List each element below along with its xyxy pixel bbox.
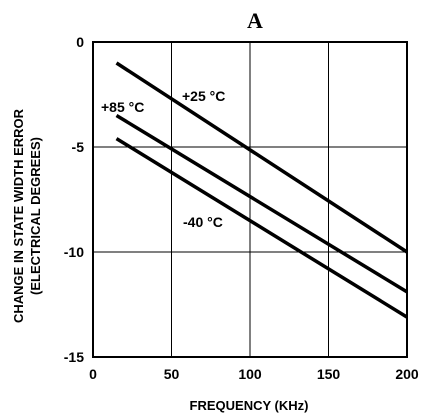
x-tick-labels: 0 50 100 150 200	[89, 366, 419, 382]
x-tick-label: 50	[164, 366, 180, 382]
series-lines	[115, 61, 408, 319]
series-line-1	[115, 114, 408, 294]
chart-title: A	[247, 8, 263, 33]
grid	[93, 42, 407, 357]
series-label-plus25: +25 °C	[182, 88, 225, 104]
series-label-plus85: +85 °C	[101, 99, 144, 115]
x-axis-label: FREQUENCY (KHz)	[190, 398, 309, 413]
y-tick-label: -10	[64, 244, 84, 260]
y-tick-label: 0	[76, 34, 84, 50]
x-tick-label: 100	[238, 366, 262, 382]
y-axis-label-line1: CHANGE IN STATE WIDTH ERROR	[11, 108, 26, 323]
x-tick-label: 200	[395, 366, 419, 382]
x-tick-label: 0	[89, 366, 97, 382]
y-tick-label: -5	[72, 139, 85, 155]
series-line-0	[115, 61, 408, 254]
series-label-minus40: -40 °C	[183, 214, 223, 230]
y-tick-label: -15	[64, 349, 84, 365]
y-axis-label-line2: (ELECTRICAL DEGREES)	[28, 137, 43, 295]
y-tick-labels: 0 -5 -10 -15	[64, 34, 84, 365]
x-tick-label: 150	[317, 366, 341, 382]
series-line-2	[115, 137, 408, 319]
